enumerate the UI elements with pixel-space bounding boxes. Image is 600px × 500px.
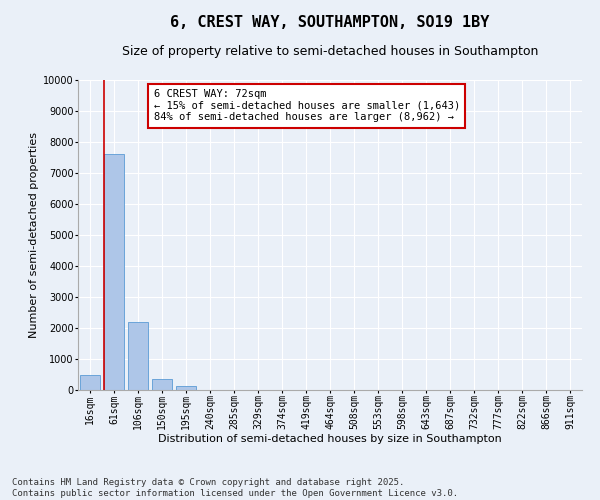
Bar xyxy=(176,386,196,390)
Bar xyxy=(80,374,100,390)
Text: 6 CREST WAY: 72sqm
← 15% of semi-detached houses are smaller (1,643)
84% of semi: 6 CREST WAY: 72sqm ← 15% of semi-detache… xyxy=(154,90,460,122)
Bar xyxy=(152,379,172,390)
Text: Size of property relative to semi-detached houses in Southampton: Size of property relative to semi-detach… xyxy=(122,45,538,58)
Y-axis label: Number of semi-detached properties: Number of semi-detached properties xyxy=(29,132,39,338)
X-axis label: Distribution of semi-detached houses by size in Southampton: Distribution of semi-detached houses by … xyxy=(158,434,502,444)
Text: 6, CREST WAY, SOUTHAMPTON, SO19 1BY: 6, CREST WAY, SOUTHAMPTON, SO19 1BY xyxy=(170,15,490,30)
Bar xyxy=(128,322,148,390)
Bar xyxy=(104,154,124,390)
Text: Contains HM Land Registry data © Crown copyright and database right 2025.
Contai: Contains HM Land Registry data © Crown c… xyxy=(12,478,458,498)
